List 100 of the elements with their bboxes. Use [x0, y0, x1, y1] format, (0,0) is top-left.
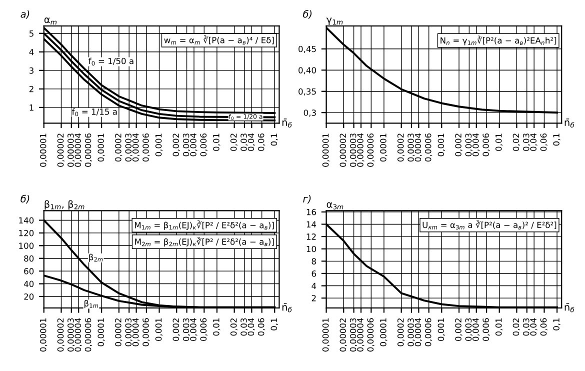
x-tick-label: 0,1 — [553, 134, 560, 146]
x-tick-label: 0,03 — [240, 134, 248, 151]
x-tick-label: 0,06 — [258, 318, 266, 336]
x-tick-label: 0,0002 — [115, 318, 122, 346]
y-axis-title: α$_{m}$ — [44, 18, 57, 25]
x-tick-label: 0,006 — [482, 133, 490, 156]
x-tick-label: 0,0003 — [408, 318, 415, 346]
y-tick-label: 10 — [306, 246, 316, 252]
x-tick-label: 0,1 — [270, 318, 278, 330]
series-label: f$_{0}$ = 1/15 a — [72, 108, 117, 116]
x-tick-label: 0,0003 — [408, 134, 415, 162]
y-tick-label: 0,40 — [298, 67, 316, 74]
x-tick-label: 0,004 — [190, 318, 198, 341]
x-tick-label: 0,00003 — [68, 134, 75, 167]
x-tick-label: 0,1 — [270, 134, 278, 146]
x-tick-label: 0,0001 — [380, 318, 388, 346]
x-tick-label: 0,0004 — [414, 133, 422, 162]
x-tick-label: 0,02 — [512, 318, 520, 336]
x-tick-label: 0,00001 — [40, 318, 48, 352]
x-tick-label: 0,0006 — [424, 133, 432, 162]
x-tick-label: 0,04 — [530, 318, 538, 336]
x-tick-label: 0,06 — [258, 133, 266, 151]
y-tick-label: 100 — [19, 242, 34, 249]
x-tick-label: 0,003 — [465, 318, 472, 341]
x-axis-title: n̄$_{б}$ — [282, 118, 292, 128]
x-tick-label: 0,0002 — [397, 318, 405, 346]
x-tick-label: 0,0001 — [98, 134, 105, 162]
x-tick-label: 0,0004 — [132, 133, 140, 162]
series-label: β$_{2m}$ — [89, 254, 103, 262]
annotation: w$_{m}$ = α$_{m}$ ∛[P(a − a$_{в}$)⁴ / Eδ] — [164, 35, 274, 45]
x-tick-label: 0,01 — [495, 318, 503, 336]
chart-title: б) — [303, 10, 312, 19]
text: N$_{n}$ = γ$_{1m}$∛[P²(a − a$_{в}$)²EA$_{n}$h²] — [440, 36, 556, 46]
y-tick-label: 4 — [312, 282, 316, 289]
y-tick-label: 2 — [29, 86, 34, 92]
chart-title: а) — [20, 10, 30, 19]
x-tick-label: 0,00002 — [57, 134, 65, 167]
x-tick-label: 0,00006 — [367, 133, 374, 167]
y-tick-label: 4 — [29, 48, 34, 56]
x-tick-label: 0,01 — [213, 318, 220, 336]
x-tick-label: 0,00004 — [74, 318, 82, 352]
y-tick-label: 140 — [19, 217, 34, 224]
x-tick-label: 0,001 — [155, 134, 163, 156]
x-tick-label: 0,006 — [200, 133, 208, 156]
text: M$_{2m}$ = β$_{2m}$(EJ)$_{к}$∛[P² / E²δ²(a − a$_{в}$)] — [135, 236, 274, 246]
x-tick-label: 0,00002 — [340, 318, 347, 352]
y-tick-label: 2 — [312, 295, 316, 302]
x-tick-label: 0,00003 — [350, 318, 358, 352]
x-tick-label: 0,001 — [438, 318, 445, 341]
x-tick-label: 0,004 — [190, 133, 198, 156]
y-tick-label: 3 — [29, 67, 34, 74]
x-tick-label: 0,00004 — [357, 318, 364, 352]
annotation: U$_{кm}$ = α$_{3m}$ a ∛[P²(a − a$_{в}$)² / E²δ²] — [422, 220, 556, 230]
x-tick-label: 0,003 — [465, 134, 472, 156]
x-tick-label: 0,00003 — [350, 134, 358, 167]
x-tick-label: 0,04 — [248, 318, 255, 336]
x-axis-title: n̄$_{б}$ — [564, 303, 574, 312]
x-tick-label: 0,0002 — [115, 134, 122, 162]
x-tick-label: 0,001 — [155, 318, 163, 341]
y-tick-label: 14 — [306, 221, 316, 228]
text: M$_{1m}$ = β$_{1m}$(EJ)$_{к}$∛[P² / E²δ²(a − a$_{в}$)] — [134, 220, 274, 230]
x-tick-label: 0,0001 — [98, 318, 105, 346]
y-tick-label: 8 — [312, 258, 316, 264]
y-tick-label: 0,45 — [298, 46, 316, 54]
x-tick-label: 0,01 — [495, 134, 503, 151]
x-tick-label: 0,003 — [182, 318, 190, 341]
x-tick-label: 0,004 — [472, 318, 480, 341]
y-tick-label: 16 — [306, 208, 316, 216]
y-axis-title: α$_{3m}$ — [326, 202, 344, 210]
y-tick-label: 6 — [312, 270, 316, 277]
x-tick-label: 0,002 — [455, 134, 462, 156]
x-tick-label: 0,00004 — [357, 133, 364, 167]
x-tick-label: 0,006 — [482, 318, 490, 341]
x-tick-label: 0,06 — [540, 318, 548, 336]
x-tick-label: 0,0003 — [125, 318, 132, 346]
x-axis-title: n̄$_{б}$ — [282, 303, 292, 312]
x-tick-label: 0,001 — [438, 134, 445, 156]
chart-title: г) — [303, 194, 311, 204]
x-tick-label: 0,0001 — [380, 134, 388, 162]
y-tick-label: 0,3 — [304, 110, 316, 117]
x-tick-label: 0,00004 — [74, 133, 82, 167]
y-tick-label: 1 — [30, 104, 34, 111]
x-tick-label: 0,002 — [455, 318, 462, 341]
y-tick-label: 80 — [24, 255, 34, 262]
x-tick-label: 0,0006 — [142, 133, 150, 162]
x-tick-label: 0,01 — [213, 134, 220, 151]
x-tick-label: 0,006 — [200, 318, 208, 341]
x-tick-label: 0,0002 — [397, 134, 405, 162]
y-tick-label: 120 — [19, 230, 34, 236]
x-tick-label: 0,03 — [240, 318, 248, 336]
x-tick-label: 0,02 — [512, 134, 520, 151]
y-tick-label: 0,35 — [298, 88, 316, 96]
x-tick-label: 0,0006 — [142, 318, 150, 346]
x-tick-label: 0,00006 — [84, 133, 92, 167]
y-axis-title: β$_{1m}$, β$_{2m}$ — [44, 200, 84, 210]
y-tick-label: 5 — [29, 30, 34, 37]
x-tick-label: 0,003 — [182, 134, 190, 156]
x-tick-label: 0,0003 — [125, 134, 132, 162]
x-tick-label: 0,04 — [530, 133, 538, 151]
x-tick-label: 0,02 — [230, 318, 238, 336]
